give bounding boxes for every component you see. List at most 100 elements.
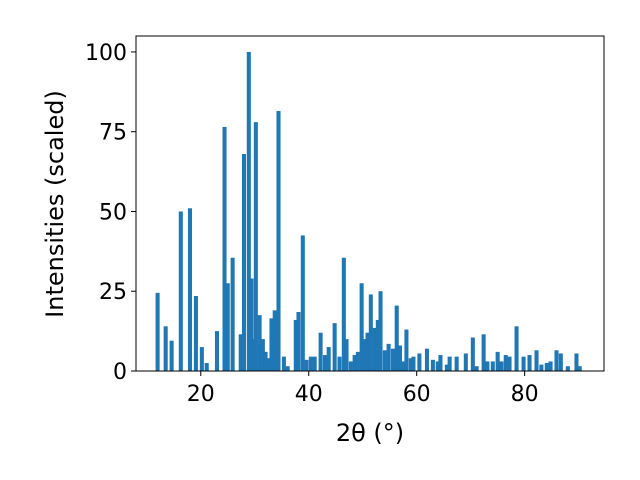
bar xyxy=(372,327,377,371)
y-tick-label: 25 xyxy=(99,280,127,305)
bar xyxy=(199,347,204,371)
bar xyxy=(326,347,331,371)
bar xyxy=(246,51,251,371)
bar xyxy=(408,358,413,371)
bar xyxy=(394,305,399,371)
bar xyxy=(222,126,227,371)
bar xyxy=(344,339,349,371)
bar xyxy=(368,294,373,371)
bar xyxy=(276,110,281,371)
y-tick-label: 75 xyxy=(99,121,127,146)
bar xyxy=(214,331,219,371)
bar xyxy=(249,278,254,371)
bar xyxy=(539,364,544,371)
bar xyxy=(430,359,435,371)
bar xyxy=(544,363,549,371)
bar xyxy=(404,329,409,371)
bar xyxy=(514,326,519,371)
bar xyxy=(337,356,342,371)
bar xyxy=(169,340,174,371)
bar xyxy=(238,334,243,371)
x-tick-label: 40 xyxy=(295,382,323,407)
bar xyxy=(266,358,271,371)
bar xyxy=(260,339,265,371)
bar xyxy=(178,211,183,371)
bar xyxy=(382,350,387,371)
bar xyxy=(485,361,490,371)
bar xyxy=(397,345,402,371)
bar xyxy=(204,363,209,371)
bar xyxy=(558,353,563,371)
y-tick-label: 0 xyxy=(113,360,127,385)
bar xyxy=(527,355,532,371)
bar xyxy=(447,356,452,371)
bar xyxy=(386,343,391,371)
bar xyxy=(281,356,286,371)
bar xyxy=(155,292,160,371)
bar xyxy=(365,332,370,371)
bar xyxy=(499,361,504,371)
x-tick-label: 80 xyxy=(511,382,539,407)
bar xyxy=(577,366,582,371)
bar xyxy=(503,355,508,371)
bar xyxy=(322,355,327,371)
bar xyxy=(435,361,440,371)
bar xyxy=(251,339,256,371)
bar xyxy=(417,353,422,371)
bar xyxy=(272,310,277,371)
bar xyxy=(296,311,301,371)
bar xyxy=(163,326,168,371)
bar xyxy=(308,356,313,371)
bar xyxy=(253,122,258,372)
bar xyxy=(565,366,570,371)
bar xyxy=(454,356,459,371)
bar xyxy=(332,323,337,371)
bar xyxy=(304,359,309,371)
bar xyxy=(285,366,290,371)
bar xyxy=(507,356,512,371)
bar xyxy=(474,366,479,371)
x-tick-label: 60 xyxy=(403,382,431,407)
y-axis-label: Intensities (scaled) xyxy=(41,90,69,318)
bar xyxy=(521,356,526,371)
bar xyxy=(225,283,230,371)
bar xyxy=(359,283,364,371)
bar xyxy=(269,318,274,371)
bar xyxy=(470,337,475,371)
bar xyxy=(241,154,246,371)
bar xyxy=(534,350,539,371)
bar xyxy=(463,353,468,371)
bar xyxy=(554,350,559,371)
bar xyxy=(230,257,235,371)
bar xyxy=(495,351,500,371)
bar xyxy=(293,319,298,371)
bar xyxy=(574,353,579,371)
bar xyxy=(424,348,429,371)
plot-frame xyxy=(135,35,605,372)
bar xyxy=(438,355,443,371)
bar xyxy=(263,351,268,371)
bar xyxy=(548,361,553,371)
bar xyxy=(300,235,305,371)
bar xyxy=(401,361,406,371)
bar xyxy=(193,296,198,371)
y-tick-label: 50 xyxy=(99,200,127,225)
bar xyxy=(490,361,495,371)
bar xyxy=(348,361,353,371)
bar xyxy=(355,351,360,371)
bar xyxy=(375,319,380,371)
bar xyxy=(411,356,416,371)
bar xyxy=(318,332,323,371)
bar xyxy=(312,356,317,371)
bar xyxy=(341,257,346,371)
bar xyxy=(444,364,449,371)
bar xyxy=(187,208,193,371)
x-axis-label: 2θ (°) xyxy=(336,419,404,447)
bar xyxy=(378,291,383,371)
bar xyxy=(481,334,486,371)
bar xyxy=(352,355,357,371)
y-tick-label: 100 xyxy=(85,41,127,66)
x-tick-label: 20 xyxy=(187,382,215,407)
bar xyxy=(362,339,367,371)
